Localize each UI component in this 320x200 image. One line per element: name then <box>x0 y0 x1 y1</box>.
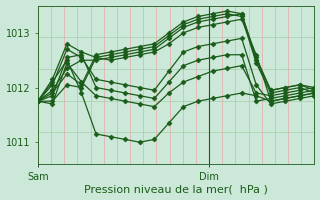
X-axis label: Pression niveau de la mer(  hPa ): Pression niveau de la mer( hPa ) <box>84 184 268 194</box>
